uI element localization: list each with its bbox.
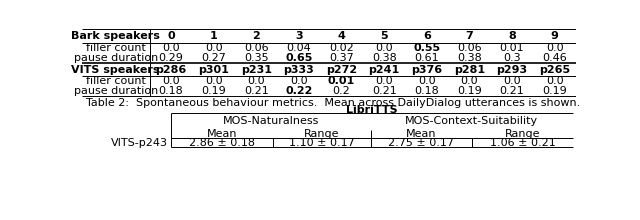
Text: 0.0: 0.0	[376, 43, 393, 53]
Text: 0.19: 0.19	[457, 86, 482, 96]
Text: Range: Range	[304, 129, 340, 139]
Text: 8: 8	[508, 31, 516, 41]
Text: Mean: Mean	[207, 129, 237, 139]
Text: VITS-p243: VITS-p243	[111, 138, 168, 148]
Text: 0.18: 0.18	[159, 86, 184, 96]
Text: 0.3: 0.3	[503, 53, 521, 62]
Text: 0.0: 0.0	[418, 77, 436, 86]
Text: 0.22: 0.22	[285, 86, 312, 96]
Text: p376: p376	[412, 64, 442, 75]
Text: 0.04: 0.04	[287, 43, 311, 53]
Text: 2.86 ± 0.18: 2.86 ± 0.18	[189, 138, 255, 148]
Text: pause duration: pause duration	[74, 86, 158, 96]
Text: 0.27: 0.27	[201, 53, 226, 62]
Text: 5: 5	[380, 31, 388, 41]
Text: 0.46: 0.46	[542, 53, 567, 62]
Text: 1.06 ± 0.21: 1.06 ± 0.21	[490, 138, 556, 148]
Text: Range: Range	[505, 129, 540, 139]
Text: 0.38: 0.38	[372, 53, 397, 62]
Text: filler count: filler count	[86, 43, 145, 53]
Text: Table 2:  Spontaneous behaviour metrics.  Mean across DailyDialog utterances is : Table 2: Spontaneous behaviour metrics. …	[86, 98, 580, 108]
Text: 0.0: 0.0	[163, 77, 180, 86]
Text: p241: p241	[369, 64, 400, 75]
Text: 9: 9	[551, 31, 559, 41]
Text: 0.0: 0.0	[205, 77, 223, 86]
Text: 0.35: 0.35	[244, 53, 269, 62]
Text: 0.0: 0.0	[461, 77, 478, 86]
Text: MOS-Naturalness: MOS-Naturalness	[223, 116, 319, 126]
Text: 0.29: 0.29	[159, 53, 184, 62]
Text: 0.19: 0.19	[202, 86, 226, 96]
Text: 0.61: 0.61	[415, 53, 439, 62]
Text: 6: 6	[423, 31, 431, 41]
Text: 0.0: 0.0	[376, 77, 393, 86]
Text: 0.02: 0.02	[329, 43, 354, 53]
Text: 7: 7	[465, 31, 474, 41]
Text: 0.0: 0.0	[546, 77, 563, 86]
Text: 0.55: 0.55	[413, 43, 440, 53]
Text: 0.18: 0.18	[415, 86, 439, 96]
Text: p301: p301	[198, 64, 229, 75]
Text: MOS-Context-Suitability: MOS-Context-Suitability	[405, 116, 538, 126]
Text: 0.2: 0.2	[333, 86, 351, 96]
Text: 0.19: 0.19	[542, 86, 567, 96]
Text: p231: p231	[241, 64, 272, 75]
Text: filler count: filler count	[86, 77, 145, 86]
Text: p272: p272	[326, 64, 357, 75]
Text: 1.10 ± 0.17: 1.10 ± 0.17	[289, 138, 355, 148]
Text: 0.0: 0.0	[503, 77, 521, 86]
Text: 0.06: 0.06	[457, 43, 482, 53]
Text: Mean: Mean	[406, 129, 436, 139]
Text: 0.38: 0.38	[457, 53, 482, 62]
Text: 0.21: 0.21	[244, 86, 269, 96]
Text: 0.06: 0.06	[244, 43, 269, 53]
Text: 2: 2	[252, 31, 260, 41]
Text: 0.65: 0.65	[285, 53, 312, 62]
Text: VITS speakers: VITS speakers	[72, 64, 160, 75]
Text: 4: 4	[338, 31, 346, 41]
Text: p333: p333	[284, 64, 314, 75]
Text: pause duration: pause duration	[74, 53, 158, 62]
Text: p281: p281	[454, 64, 485, 75]
Text: 0.0: 0.0	[205, 43, 223, 53]
Text: 0.21: 0.21	[500, 86, 524, 96]
Text: 0.01: 0.01	[500, 43, 524, 53]
Text: 0.01: 0.01	[328, 77, 355, 86]
Text: p265: p265	[539, 64, 570, 75]
Text: 0.0: 0.0	[248, 77, 265, 86]
Text: LibriTTS: LibriTTS	[346, 104, 398, 115]
Text: 0.0: 0.0	[163, 43, 180, 53]
Text: Bark speakers: Bark speakers	[71, 31, 160, 41]
Text: 2.75 ± 0.17: 2.75 ± 0.17	[388, 138, 454, 148]
Text: 3: 3	[295, 31, 303, 41]
Text: 0.0: 0.0	[546, 43, 563, 53]
Text: 0.21: 0.21	[372, 86, 397, 96]
Text: 0.37: 0.37	[329, 53, 354, 62]
Text: p293: p293	[497, 64, 527, 75]
Text: 0.0: 0.0	[290, 77, 308, 86]
Text: 0: 0	[167, 31, 175, 41]
Text: p286: p286	[156, 64, 187, 75]
Text: 1: 1	[210, 31, 218, 41]
